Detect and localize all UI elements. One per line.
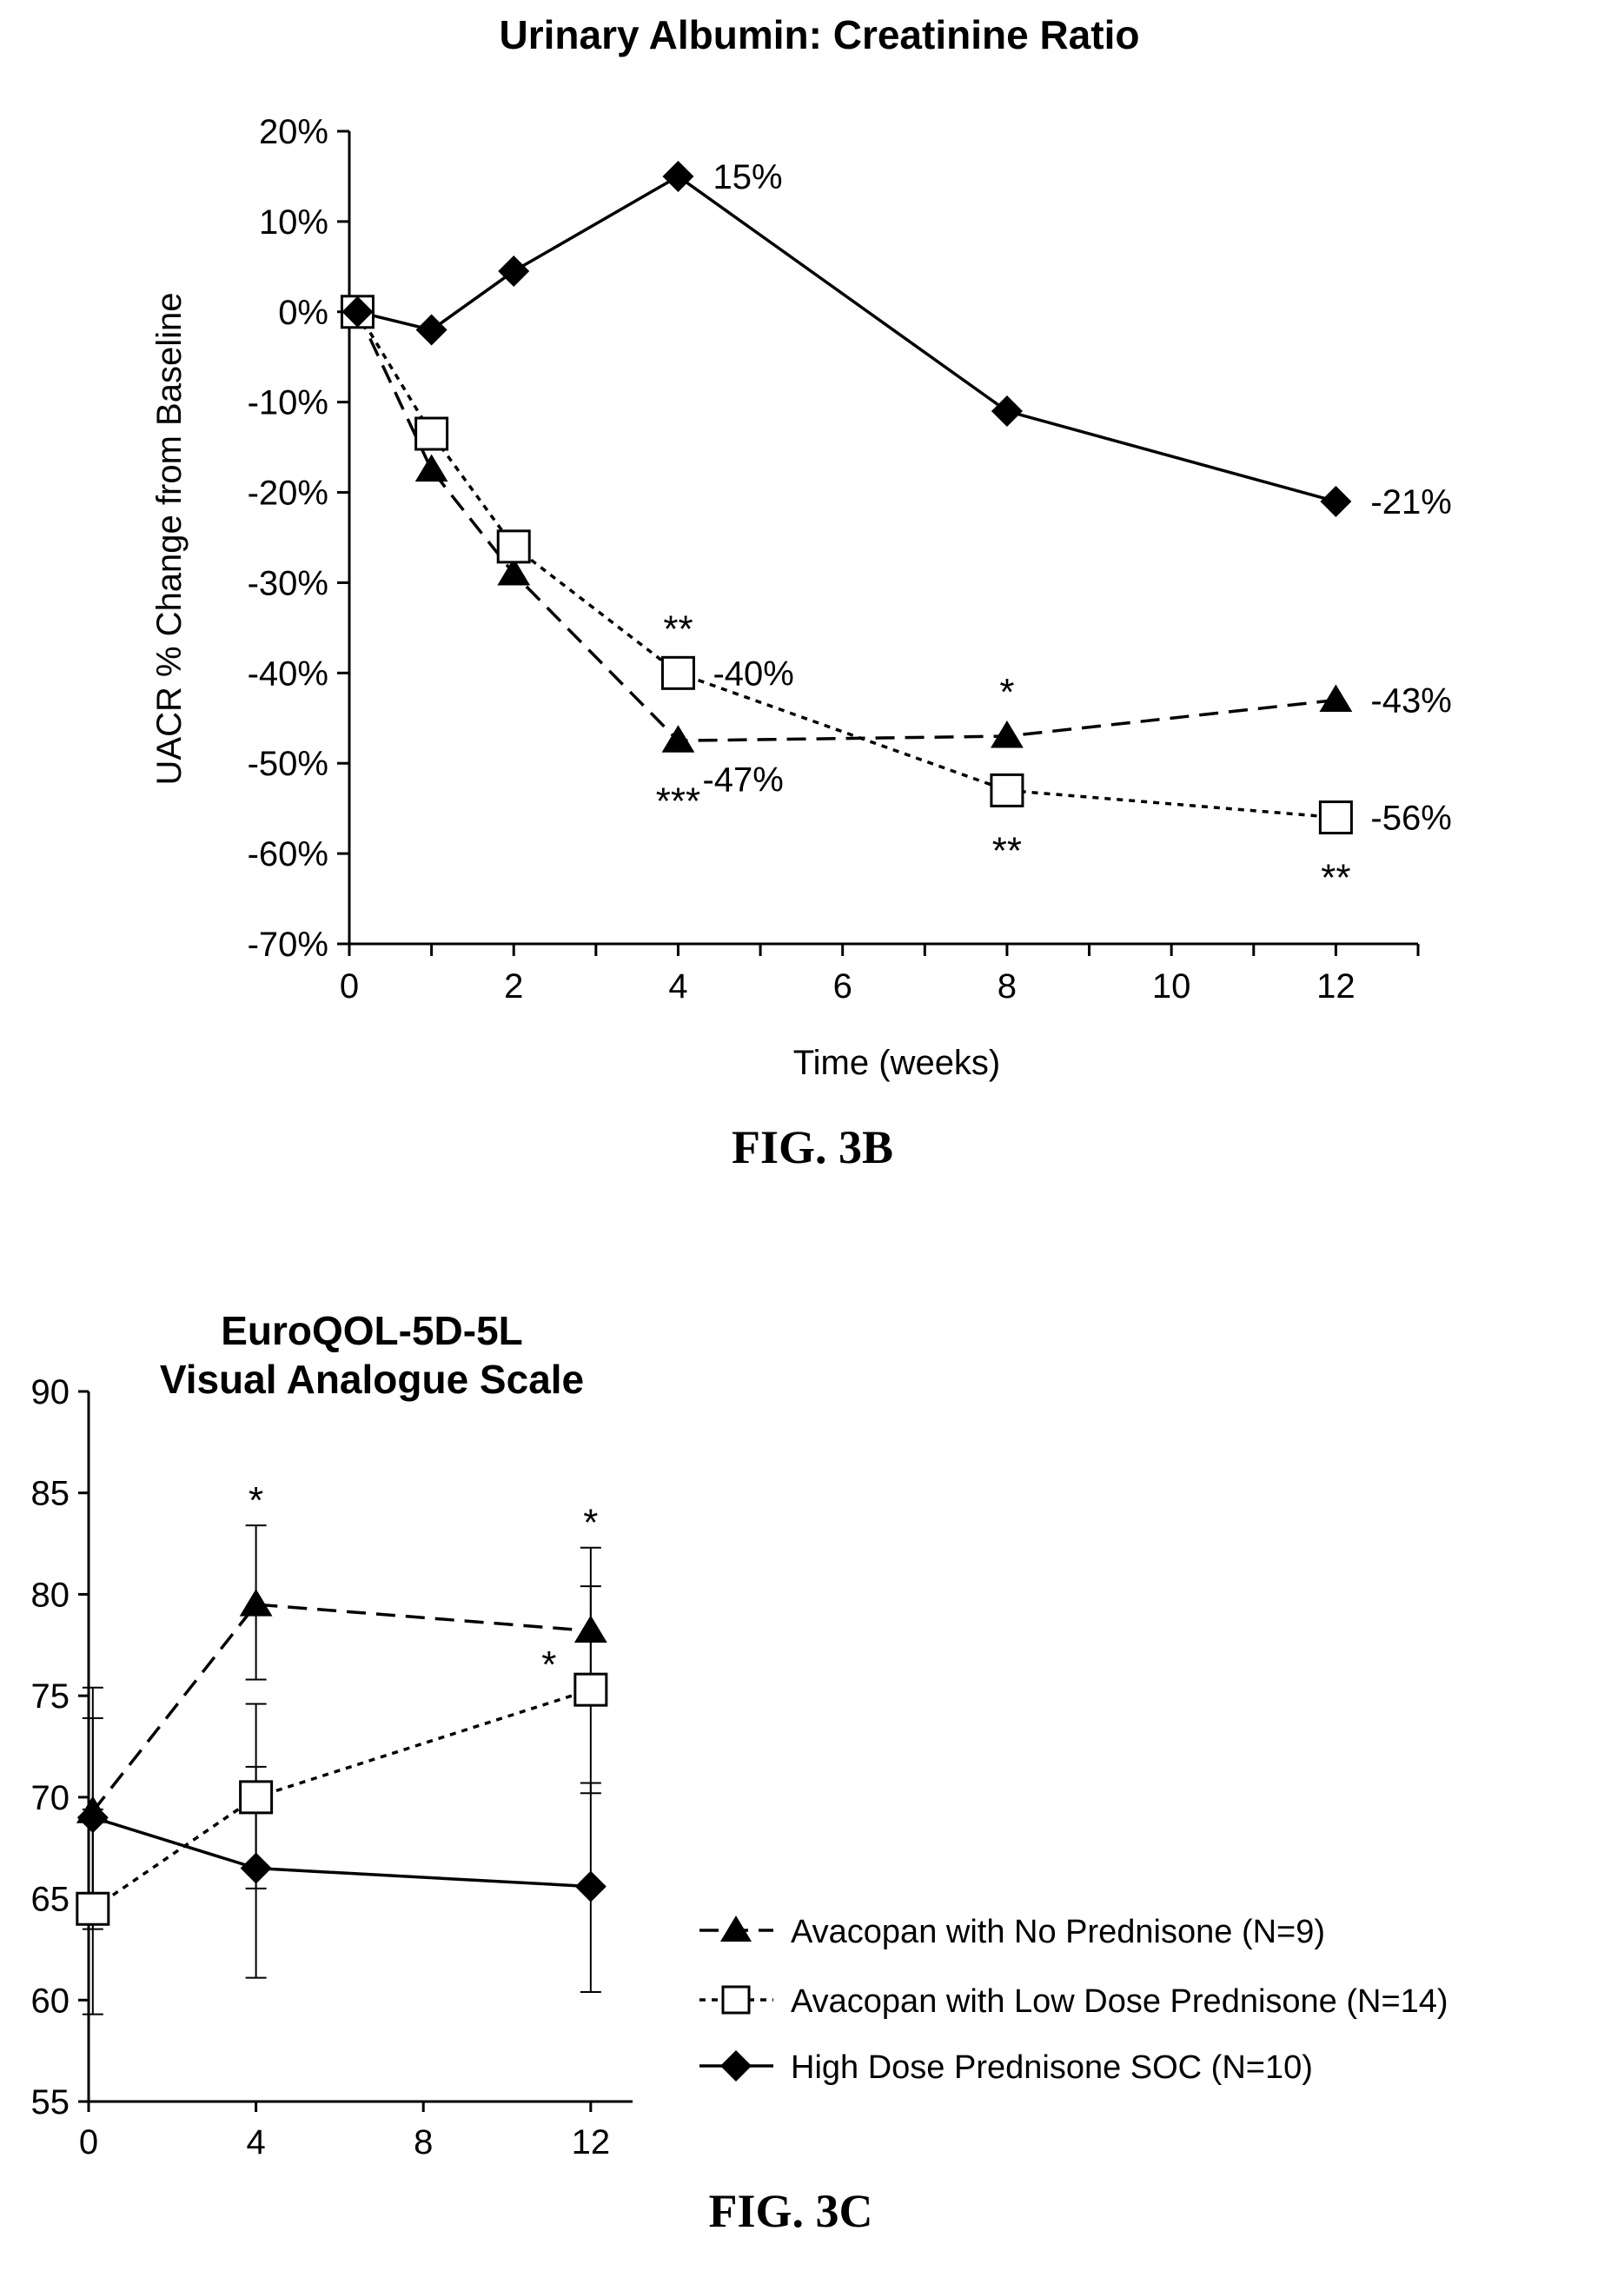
chart-b-series-line-high_pred [357, 174, 1336, 503]
legend-item-no-prednisone: Avacopan with No Prednisone (N=9) [699, 1914, 1325, 1950]
chart-b-x-tick-label: 8 [998, 967, 1017, 1006]
chart-b-point-low_pred [990, 773, 1024, 807]
chart-c-y-tick-label: 55 [31, 2083, 70, 2122]
legend: Avacopan with No Prednisone (N=9) Avacop… [699, 1914, 1448, 2086]
chart-c-x-tick-label: 8 [414, 2123, 433, 2161]
chart-c-point-high_pred [76, 1802, 109, 1834]
legend-square-marker [721, 1985, 751, 2015]
chart-b-y-tick-label: 10% [259, 203, 328, 242]
chart-b-point-low_pred [414, 416, 449, 451]
chart-b-point-high_pred [498, 256, 530, 288]
chart-b-point-high_pred [341, 295, 374, 328]
chart-b-significance-mark: ** [663, 608, 693, 650]
chart-b-significance-mark: ** [992, 829, 1022, 872]
chart-c-point-low_pred [76, 1891, 110, 1926]
chart-b-point-no_pred [661, 725, 695, 753]
chart-c-point-low_pred [573, 1672, 608, 1707]
legend-item-high-prednisone: High Dose Prednisone SOC (N=10) [699, 2049, 1313, 2086]
chart-b-x-tick-label: 12 [1316, 967, 1356, 1006]
chart-b-value-label: -47% [702, 760, 783, 799]
chart-c-significance-mark: * [583, 1502, 598, 1544]
legend-triangle-marker [720, 1916, 752, 1942]
chart-b-point-high_pred [415, 314, 447, 346]
chart-c-y-tick-label: 85 [31, 1475, 70, 1513]
chart-c: 55 60 65 70 75 80 85 90 0 4 8 12 * * * [31, 1373, 633, 2161]
chart-c-point-low_pred [239, 1780, 274, 1815]
chart-b-point-high_pred [1320, 485, 1352, 517]
legend-label-no-prednisone: Avacopan with No Prednisone (N=9) [791, 1914, 1325, 1950]
chart-c-x-tick-label: 0 [79, 2123, 98, 2161]
chart-b-point-low_pred [496, 529, 531, 564]
chart-b-point-high_pred [991, 395, 1023, 428]
legend-label-low-prednisone: Avacopan with Low Dose Prednisone (N=14) [791, 1983, 1448, 2020]
chart-b-y-tick-label: 20% [259, 113, 328, 151]
chart-b-y-tick-label: -30% [248, 564, 328, 602]
chart-c-series-line-no_pred [91, 1603, 591, 1813]
chart-b-significance-mark: *** [656, 780, 700, 822]
chart-b-x-tick-label: 10 [1152, 967, 1191, 1006]
legend-diamond-marker [720, 2050, 752, 2082]
chart-c-y-tick-label: 60 [31, 1982, 70, 2020]
chart-b-significance-mark: * [999, 671, 1014, 714]
chart-b-significance-mark: ** [1321, 857, 1350, 900]
chart-b-value-label: 15% [713, 158, 782, 196]
chart-b-x-tick-label: 0 [340, 967, 359, 1006]
chart-c-significance-mark: * [541, 1643, 556, 1686]
chart-c-point-high_pred [574, 1870, 607, 1902]
chart-b-ylabel: UACR % Change from Baseline [150, 293, 189, 786]
chart-c-x-tick-label: 12 [572, 2123, 611, 2161]
chart-c-significance-mark: * [249, 1479, 263, 1522]
chart-c-y-tick-label: 90 [31, 1373, 70, 1411]
chart-c-x-tick-label: 4 [246, 2123, 265, 2161]
chart-b-y-tick-label: -40% [248, 654, 328, 693]
figure-c-caption: FIG. 3C [709, 2185, 873, 2237]
chart-c-y-tick-label: 75 [31, 1677, 70, 1716]
chart-c-point-high_pred [240, 1852, 272, 1884]
chart-b-point-low_pred [1318, 800, 1353, 835]
chart-b-series-line-no_pred [355, 311, 1336, 743]
chart-b-y-tick-label: 0% [278, 294, 328, 332]
chart-c-series-line-high_pred [92, 1816, 591, 1889]
chart-b: 20% 10% 0% -10% -20% -30% -40% -50% -60% -70% 0 2 4 6… [248, 113, 1452, 1006]
chart-b-x-tick-label: 2 [504, 967, 523, 1006]
legend-label-high-prednisone: High Dose Prednisone SOC (N=10) [791, 2049, 1313, 2086]
chart-b-value-label: -21% [1370, 483, 1451, 521]
chart-b-point-low_pred [660, 655, 695, 690]
chart-b-value-label: -40% [713, 654, 793, 693]
chart-c-point-no_pred [573, 1615, 607, 1643]
chart-b-point-no_pred [497, 558, 531, 586]
chart-b-y-tick-label: -50% [248, 745, 328, 783]
chart-c-y-tick-label: 80 [31, 1576, 70, 1614]
chart-b-x-tick-label: 4 [668, 967, 687, 1006]
chart-b-series-line-low_pred [355, 310, 1336, 820]
figure-b-caption: FIG. 3B [732, 1121, 893, 1173]
legend-item-low-prednisone: Avacopan with Low Dose Prednisone (N=14) [699, 1983, 1448, 2020]
chart-b-value-label: -56% [1370, 800, 1451, 838]
chart-b-y-tick-label: -60% [248, 835, 328, 873]
chart-b-point-no_pred [1319, 684, 1353, 712]
chart-b-y-tick-label: -20% [248, 475, 328, 513]
chart-b-point-high_pred [662, 160, 694, 192]
chart-b-point-no_pred [991, 720, 1024, 748]
chart-b-y-tick-label: -70% [248, 926, 328, 964]
chart-b-value-label: -43% [1370, 682, 1451, 720]
chart-b-x-tick-label: 6 [833, 967, 852, 1006]
chart-c-series-line-low_pred [91, 1688, 592, 1910]
chart-c-y-tick-label: 65 [31, 1881, 70, 1919]
chart-b-title: Urinary Albumin: Creatinine Ratio [500, 12, 1140, 57]
chart-b-y-tick-label: -10% [248, 384, 328, 422]
chart-c-point-no_pred [239, 1589, 273, 1617]
chart-c-y-tick-label: 70 [31, 1779, 70, 1817]
chart-b-xlabel: Time (weeks) [793, 1044, 1001, 1082]
chart-c-title-line-2: Visual Analogue Scale [160, 1357, 584, 1402]
chart-b-point-no_pred [414, 454, 448, 482]
chart-c-title-line-1: EuroQOL-5D-5L [221, 1308, 523, 1353]
